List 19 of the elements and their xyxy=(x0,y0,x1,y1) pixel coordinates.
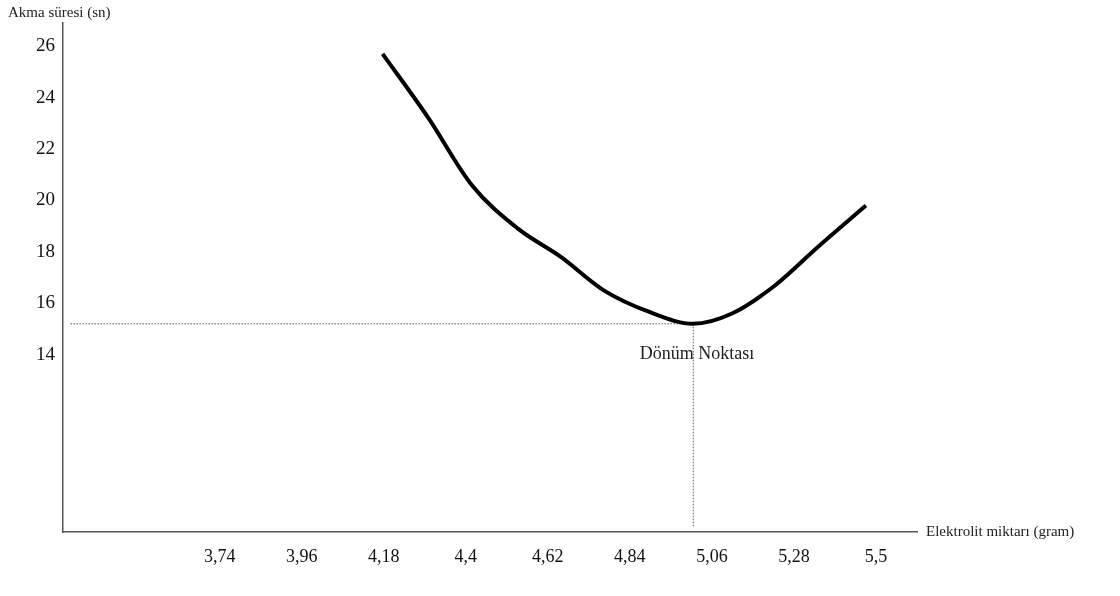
y-tick-label: 18 xyxy=(36,239,55,261)
x-axis-title: Elektrolit miktarı (gram) xyxy=(926,522,1075,540)
y-axis-title: Akma süresi (sn) xyxy=(8,3,111,21)
x-tick-label: 4,18 xyxy=(367,545,400,566)
y-tick-label: 20 xyxy=(36,188,55,210)
x-tick-label: 4,4 xyxy=(454,545,478,566)
x-tick-label: 5,5 xyxy=(864,545,888,566)
x-tick-label: 4,62 xyxy=(532,545,564,566)
x-tick-label: 3,74 xyxy=(203,545,236,566)
y-tick-label: 14 xyxy=(36,342,56,364)
x-tick-label: 3,96 xyxy=(285,545,318,566)
y-tick-label: 26 xyxy=(36,34,55,56)
x-tick-label: 5,06 xyxy=(696,545,728,566)
y-tick-label: 24 xyxy=(36,85,56,107)
x-tick-label: 5,28 xyxy=(778,545,810,566)
annotation: Dönüm Noktası xyxy=(639,343,755,364)
y-tick-label: 16 xyxy=(36,291,55,313)
y-tick-label: 22 xyxy=(36,136,55,158)
x-tick-label: 4,84 xyxy=(614,545,646,566)
